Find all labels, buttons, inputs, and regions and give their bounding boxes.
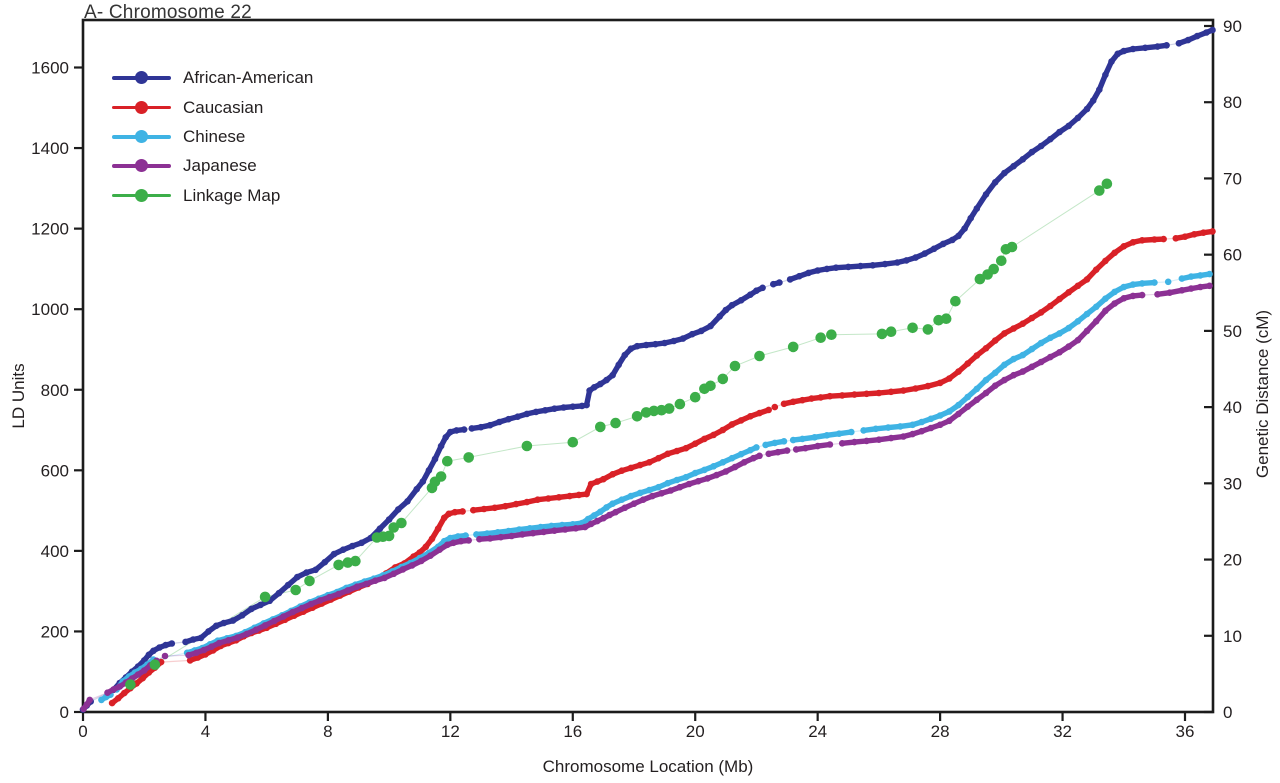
chart-title: A- Chromosome 22 bbox=[84, 2, 252, 23]
y-right-axis-title: Genetic Distance (cM) bbox=[1253, 310, 1272, 478]
svg-text:1400: 1400 bbox=[31, 139, 69, 158]
y-left-axis-title: LD Units bbox=[9, 363, 28, 428]
svg-text:4: 4 bbox=[201, 722, 210, 741]
svg-text:200: 200 bbox=[41, 622, 69, 641]
svg-text:90: 90 bbox=[1223, 17, 1242, 36]
legend: African-American Caucasian Chinese Japan… bbox=[112, 63, 313, 210]
legend-item-african-american: African-American bbox=[112, 63, 313, 92]
svg-text:20: 20 bbox=[686, 722, 705, 741]
svg-text:50: 50 bbox=[1223, 322, 1242, 341]
x-axis-title: Chromosome Location (Mb) bbox=[543, 757, 754, 776]
svg-text:30: 30 bbox=[1223, 474, 1242, 493]
plot-layer: 0 4 8 12 16 20 24 28 32 3602004006008001000120014… bbox=[31, 17, 1242, 741]
svg-text:1000: 1000 bbox=[31, 300, 69, 319]
svg-text:32: 32 bbox=[1053, 722, 1072, 741]
svg-text:1200: 1200 bbox=[31, 220, 69, 239]
svg-text:600: 600 bbox=[41, 461, 69, 480]
svg-text:400: 400 bbox=[41, 542, 69, 561]
japanese-line-dot-marker bbox=[112, 159, 171, 173]
svg-text:8: 8 bbox=[323, 722, 332, 741]
chinese-line-dot-marker bbox=[112, 129, 171, 143]
african-american-line-dot-marker bbox=[112, 71, 171, 85]
svg-text:60: 60 bbox=[1223, 246, 1242, 265]
svg-text:12: 12 bbox=[441, 722, 460, 741]
svg-text:36: 36 bbox=[1176, 722, 1195, 741]
svg-text:0: 0 bbox=[1223, 703, 1232, 722]
legend-item-japanese: Japanese bbox=[112, 151, 313, 180]
svg-text:40: 40 bbox=[1223, 398, 1242, 417]
svg-text:16: 16 bbox=[563, 722, 582, 741]
legend-label: Caucasian bbox=[183, 97, 264, 117]
svg-text:70: 70 bbox=[1223, 169, 1242, 188]
svg-text:0: 0 bbox=[78, 722, 87, 741]
legend-label: African-American bbox=[183, 68, 314, 88]
legend-item-caucasian: Caucasian bbox=[112, 92, 313, 121]
legend-label: Chinese bbox=[183, 126, 246, 146]
caucasian-line-dot-marker bbox=[112, 100, 171, 114]
legend-item-chinese: Chinese bbox=[112, 122, 313, 151]
legend-label: Linkage Map bbox=[183, 185, 281, 205]
svg-text:80: 80 bbox=[1223, 93, 1242, 112]
svg-text:10: 10 bbox=[1223, 627, 1242, 646]
linkage-map-line-dot-marker bbox=[112, 188, 171, 202]
legend-label: Japanese bbox=[183, 156, 257, 176]
legend-item-linkage-map: Linkage Map bbox=[112, 181, 313, 210]
svg-text:1600: 1600 bbox=[31, 59, 69, 78]
svg-text:0: 0 bbox=[60, 703, 69, 722]
svg-text:28: 28 bbox=[931, 722, 950, 741]
svg-text:800: 800 bbox=[41, 381, 69, 400]
svg-text:24: 24 bbox=[808, 722, 827, 741]
svg-text:20: 20 bbox=[1223, 551, 1242, 570]
